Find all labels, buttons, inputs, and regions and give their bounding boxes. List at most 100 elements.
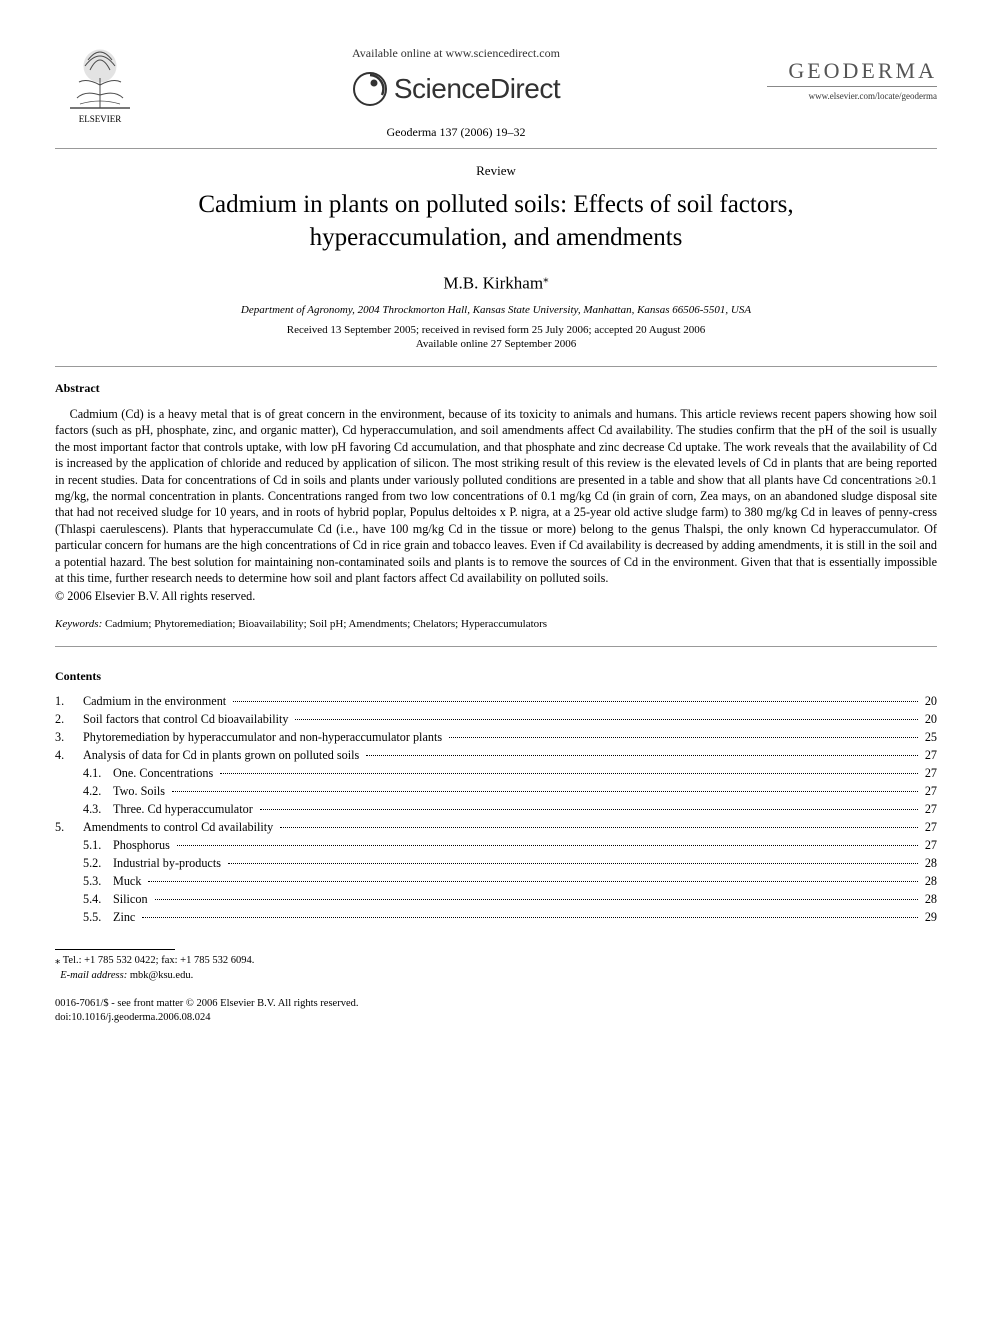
footer-block: 0016-7061/$ - see front matter © 2006 El… bbox=[55, 997, 937, 1025]
toc-number: 4. bbox=[55, 748, 83, 763]
toc-title: Zinc bbox=[113, 910, 139, 925]
article-title: Cadmium in plants on polluted soils: Eff… bbox=[85, 189, 907, 254]
toc-row: 5.3.Muck 28 bbox=[55, 874, 937, 889]
toc-leader-dots bbox=[172, 791, 918, 792]
toc-leader-dots bbox=[280, 827, 918, 828]
sciencedirect-text: ScienceDirect bbox=[394, 73, 560, 105]
publisher-logo-block: ELSEVIER bbox=[55, 40, 145, 124]
keywords-line: Keywords: Cadmium; Phytoremediation; Bio… bbox=[55, 618, 937, 630]
toc-leader-dots bbox=[228, 863, 918, 864]
journal-url: www.elsevier.com/locate/geoderma bbox=[767, 91, 937, 101]
toc-row: 5.4.Silicon 28 bbox=[55, 892, 937, 907]
toc-row: 5.Amendments to control Cd availability 2… bbox=[55, 820, 937, 835]
toc-page: 27 bbox=[921, 802, 937, 817]
toc-row: 5.2.Industrial by-products 28 bbox=[55, 856, 937, 871]
toc-number: 5. bbox=[55, 820, 83, 835]
toc-leader-dots bbox=[148, 881, 917, 882]
toc-title: Soil factors that control Cd bioavailabi… bbox=[83, 712, 292, 727]
email-label: E-mail address: bbox=[60, 970, 127, 981]
toc-title: Cadmium in the environment bbox=[83, 694, 230, 709]
toc-page: 29 bbox=[921, 910, 937, 925]
toc-title: Phytoremediation by hyperaccumulator and… bbox=[83, 730, 446, 745]
center-header: Available online at www.sciencedirect.co… bbox=[145, 40, 767, 140]
toc-page: 27 bbox=[921, 766, 937, 781]
toc-number: 4.2. bbox=[55, 784, 113, 799]
toc-number: 2. bbox=[55, 712, 83, 727]
toc-page: 27 bbox=[921, 820, 937, 835]
footnote-rule bbox=[55, 949, 175, 950]
toc-leader-dots bbox=[220, 773, 918, 774]
toc-leader-dots bbox=[155, 899, 918, 900]
journal-block: GEODERMA www.elsevier.com/locate/geoderm… bbox=[767, 40, 937, 101]
toc-row: 3.Phytoremediation by hyperaccumulator a… bbox=[55, 730, 937, 745]
toc-title: Phosphorus bbox=[113, 838, 174, 853]
publisher-name: ELSEVIER bbox=[55, 114, 145, 124]
toc-row: 5.1.Phosphorus 27 bbox=[55, 838, 937, 853]
toc-leader-dots bbox=[295, 719, 917, 720]
toc-title: Silicon bbox=[113, 892, 152, 907]
toc-title: Three. Cd hyperaccumulator bbox=[113, 802, 257, 817]
toc-row: 1.Cadmium in the environment 20 bbox=[55, 694, 937, 709]
abstract-top-rule bbox=[55, 366, 937, 367]
contents-heading: Contents bbox=[55, 669, 937, 684]
header-row: ELSEVIER Available online at www.science… bbox=[55, 40, 937, 140]
toc-number: 1. bbox=[55, 694, 83, 709]
toc-leader-dots bbox=[449, 737, 918, 738]
email-address[interactable]: mbk@ksu.edu. bbox=[130, 970, 193, 981]
abstract-heading: Abstract bbox=[55, 381, 937, 396]
toc-title: Muck bbox=[113, 874, 145, 889]
affiliation: Department of Agronomy, 2004 Throckmorto… bbox=[55, 304, 937, 316]
footnote-tel: Tel.: +1 785 532 0422; fax: +1 785 532 6… bbox=[63, 955, 255, 966]
toc-page: 25 bbox=[921, 730, 937, 745]
toc-page: 28 bbox=[921, 856, 937, 871]
table-of-contents: 1.Cadmium in the environment202.Soil fac… bbox=[55, 694, 937, 925]
online-date: Available online 27 September 2006 bbox=[55, 338, 937, 350]
toc-leader-dots bbox=[366, 755, 918, 756]
toc-page: 20 bbox=[921, 694, 937, 709]
toc-row: 5.5.Zinc 29 bbox=[55, 910, 937, 925]
toc-row: 4.3.Three. Cd hyperaccumulator 27 bbox=[55, 802, 937, 817]
corresponding-mark: ⁎ bbox=[543, 273, 549, 285]
toc-leader-dots bbox=[233, 701, 918, 702]
journal-name: GEODERMA bbox=[767, 58, 937, 84]
corresponding-footnote: ⁎ Tel.: +1 785 532 0422; fax: +1 785 532… bbox=[55, 954, 937, 983]
toc-row: 2.Soil factors that control Cd bioavaila… bbox=[55, 712, 937, 727]
toc-page: 27 bbox=[921, 838, 937, 853]
toc-number: 5.3. bbox=[55, 874, 113, 889]
toc-number: 5.5. bbox=[55, 910, 113, 925]
keywords-text: Cadmium; Phytoremediation; Bioavailabili… bbox=[105, 618, 547, 630]
toc-leader-dots bbox=[177, 845, 918, 846]
toc-leader-dots bbox=[260, 809, 918, 810]
toc-page: 27 bbox=[921, 784, 937, 799]
sciencedirect-swirl-icon bbox=[352, 71, 388, 107]
toc-number: 4.3. bbox=[55, 802, 113, 817]
issn-line: 0016-7061/$ - see front matter © 2006 El… bbox=[55, 997, 937, 1011]
toc-page: 20 bbox=[921, 712, 937, 727]
received-dates: Received 13 September 2005; received in … bbox=[55, 324, 937, 336]
toc-page: 28 bbox=[921, 892, 937, 907]
toc-number: 4.1. bbox=[55, 766, 113, 781]
toc-title: Industrial by-products bbox=[113, 856, 225, 871]
doi-line: doi:10.1016/j.geoderma.2006.08.024 bbox=[55, 1011, 937, 1025]
document-type: Review bbox=[55, 163, 937, 179]
toc-number: 3. bbox=[55, 730, 83, 745]
title-line-2: hyperaccumulation, and amendments bbox=[310, 224, 683, 251]
toc-number: 5.2. bbox=[55, 856, 113, 871]
toc-title: Amendments to control Cd availability bbox=[83, 820, 277, 835]
toc-number: 5.1. bbox=[55, 838, 113, 853]
title-line-1: Cadmium in plants on polluted soils: Eff… bbox=[198, 191, 793, 218]
citation-line: Geoderma 137 (2006) 19–32 bbox=[145, 125, 767, 140]
toc-number: 5.4. bbox=[55, 892, 113, 907]
keywords-label: Keywords: bbox=[55, 618, 102, 630]
toc-leader-dots bbox=[142, 917, 917, 918]
toc-page: 28 bbox=[921, 874, 937, 889]
elsevier-tree-icon bbox=[65, 40, 135, 110]
sciencedirect-logo: ScienceDirect bbox=[352, 71, 560, 107]
journal-rule bbox=[767, 86, 937, 87]
available-online-line: Available online at www.sciencedirect.co… bbox=[145, 46, 767, 61]
toc-page: 27 bbox=[921, 748, 937, 763]
keywords-bottom-rule bbox=[55, 646, 937, 647]
toc-title: One. Concentrations bbox=[113, 766, 217, 781]
toc-row: 4.1.One. Concentrations 27 bbox=[55, 766, 937, 781]
toc-row: 4.Analysis of data for Cd in plants grow… bbox=[55, 748, 937, 763]
